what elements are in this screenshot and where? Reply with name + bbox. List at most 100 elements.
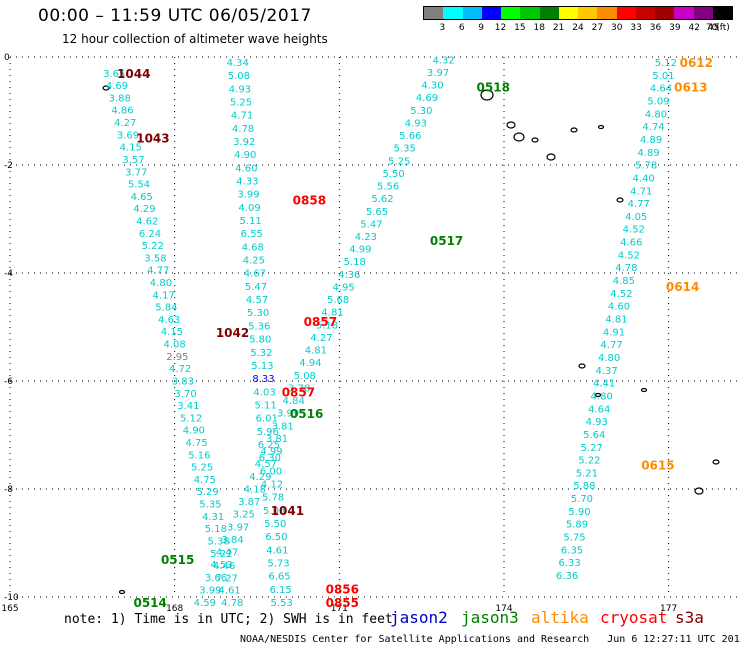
time-label: 0516 [290, 407, 323, 421]
scale-tick-label: 42 [688, 23, 700, 33]
swh-value: 4.75 [185, 438, 207, 449]
swh-value: 5.18 [205, 524, 227, 535]
swh-value: 4.52 [618, 250, 640, 261]
swh-value: 4.41 [593, 379, 615, 390]
swh-value: 5.53 [271, 598, 293, 609]
scale-tick-label: 18 [533, 23, 545, 33]
swh-value: 4.46 [213, 561, 235, 572]
scale-swatch [462, 7, 482, 19]
swh-value: 5.62 [371, 194, 393, 205]
axis-ticks: 165 168 171 174 177 0 -2 -4 -6 -8 -10 [1, 53, 677, 614]
swh-value: 4.95 [333, 282, 355, 293]
swh-value: 4.37 [595, 366, 617, 377]
scale-tick-label: 3 [439, 23, 446, 33]
swh-value: 4.93 [229, 84, 251, 95]
swh-value: 4.15 [161, 327, 183, 338]
swh-value: 3.99 [277, 409, 299, 420]
swh-value: 4.93 [405, 118, 427, 129]
x-tick-label: 171 [331, 604, 348, 614]
scale-tick-label: 36 [649, 23, 662, 33]
swh-value: 5.18 [316, 320, 338, 331]
swh-value: 5.80 [249, 335, 271, 346]
swh-value: 4.57 [255, 459, 277, 470]
y-tick-label: -10 [4, 593, 19, 603]
scale-swatch [558, 7, 578, 19]
swh-value: 6.00 [260, 466, 282, 477]
x-tick-label: 174 [495, 604, 512, 614]
swh-value: 4.03 [253, 387, 275, 398]
swh-value: 3.65 [103, 69, 125, 80]
time-label: 0857 [282, 385, 315, 399]
swh-value: 5.47 [245, 282, 267, 293]
time-label: 0615 [641, 458, 674, 472]
scale-tick-label: 33 [630, 23, 642, 33]
swh-value: 5.25 [230, 98, 252, 109]
island-outline [640, 387, 648, 393]
swh-value: 6.24 [139, 229, 161, 240]
swh-value: 4.25 [243, 256, 265, 267]
swh-value: 6.50 [265, 532, 287, 543]
map-grid [9, 56, 740, 598]
scale-swatch [520, 7, 540, 19]
scale-tick-label: 39 [669, 23, 681, 33]
swh-value: 6.65 [268, 572, 290, 583]
time-label: 0857 [304, 315, 337, 329]
swh-value: 3.66 [205, 573, 227, 584]
swh-value: 4.80 [150, 278, 172, 289]
swh-value: 4.52 [610, 289, 632, 300]
scale-swatch [597, 7, 617, 19]
swh-value: 6.15 [269, 585, 291, 596]
swh-value: 3.88 [109, 93, 131, 104]
swh-value: 6.25 [258, 440, 280, 451]
swh-value: 4.29 [249, 472, 271, 483]
swh-value: 5.11 [254, 400, 276, 411]
swh-value: 4.32 [432, 55, 454, 66]
time-label: 0858 [293, 194, 326, 208]
island-outline [102, 85, 110, 91]
swh-value: 5.25 [388, 156, 410, 167]
swh-value: 4.12 [261, 479, 283, 490]
swh-value: 4.80 [645, 109, 667, 120]
swh-value: 4.18 [244, 484, 266, 495]
scale-swatch [539, 7, 559, 19]
legend-jason2: jason2 [390, 608, 448, 627]
swh-value: 5.50 [264, 519, 286, 530]
track-0515-0518: 4.593.993.664.534.473.843.973.253.874.18… [194, 55, 455, 609]
swh-value: 2.95 [166, 352, 188, 363]
swh-value: 5.18 [344, 257, 366, 268]
scale-swatch [712, 7, 732, 19]
swh-value: 5.84 [155, 303, 177, 314]
swh-value: 5.01 [652, 71, 674, 82]
swh-value: 4.23 [355, 232, 377, 243]
swh-value: 4.61 [218, 586, 240, 597]
swh-value: 4.78 [615, 263, 637, 274]
time-label: 1044 [117, 67, 150, 81]
page-subtitle: 12 hour collection of altimeter wave hei… [62, 32, 328, 46]
scale-swatch [501, 7, 521, 19]
swh-value: 4.40 [633, 173, 655, 184]
swh-value: 4.77 [628, 199, 650, 210]
y-tick-label: -8 [4, 485, 13, 495]
swh-value: 4.84 [283, 396, 305, 407]
island-outline [570, 127, 578, 133]
swh-value: 4.27 [310, 333, 332, 344]
swh-value: 3.99 [199, 585, 221, 596]
swh-value: 5.35 [199, 500, 221, 511]
scale-tick-label: 70 [705, 23, 718, 33]
x-tick-label: 168 [166, 604, 183, 614]
island-outline [712, 459, 720, 465]
swh-value: 6.35 [561, 545, 583, 556]
island-outline [118, 589, 126, 595]
scale-swatch [674, 7, 694, 19]
swh-value: 5.88 [573, 481, 595, 492]
legend-s3a: s3a [675, 608, 704, 627]
swh-value: 5.25 [191, 463, 213, 474]
swh-value: 5.21 [576, 468, 598, 479]
swh-value: 4.81 [305, 346, 327, 357]
y-tick-label: -4 [4, 269, 13, 279]
swh-value: 4.78 [232, 124, 254, 135]
track-1044-1041: 3.654.693.884.864.273.694.153.573.775.54… [103, 69, 243, 609]
swh-value: 5.30 [247, 308, 269, 319]
swh-value: 5.64 [583, 430, 605, 441]
swh-value: 5.36 [248, 321, 270, 332]
